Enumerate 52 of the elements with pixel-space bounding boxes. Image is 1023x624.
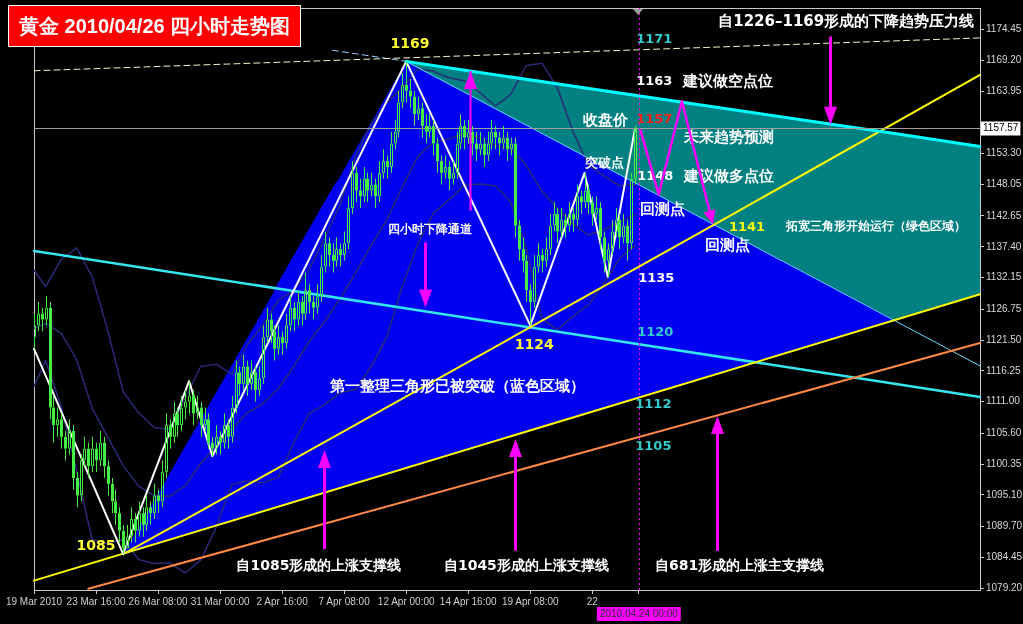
x-tick-label: 23 Mar 16:00 (66, 595, 126, 607)
annotation: 1169 (390, 34, 430, 51)
annotation: 1163 (636, 73, 673, 89)
y-tick-label: 1148.05 (986, 178, 1022, 190)
y-tick-label: 1142.65 (986, 209, 1022, 221)
y-tick-label: 1116.25 (986, 364, 1022, 376)
annotation: 建议做空点位 (681, 71, 773, 90)
annotation: 1105 (635, 438, 672, 454)
y-tick-label: 1163.95 (986, 84, 1022, 96)
x-tick-label: 14 Apr 16:00 (439, 595, 498, 607)
annotation: 1157 (636, 111, 673, 127)
y-tick-label: 1132.15 (986, 271, 1022, 283)
y-tick-label: 1095.10 (986, 488, 1023, 500)
annotation: 拓宽三角形开始运行（绿色区域） (785, 218, 967, 233)
y-tick-label: 1137.40 (986, 240, 1022, 252)
annotation: 四小时下降通道 (388, 222, 474, 237)
annotation: 1135 (638, 270, 675, 286)
y-tick-label: 1079.20 (986, 581, 1023, 593)
annotation: 自1085形成的上涨支撑线 (236, 556, 402, 573)
y-tick-label: 1121.50 (986, 333, 1022, 345)
y-tick-label: 1100.35 (986, 457, 1022, 469)
x-tick-label: 26 Mar 08:00 (128, 595, 188, 607)
annotation: 1124 (514, 335, 554, 352)
y-tick-label: 1153.30 (986, 147, 1022, 159)
x-tick-label: 31 Mar 00:00 (190, 595, 250, 607)
chart-title: 黄金 2010/04/26 四小时走势图 (8, 5, 302, 47)
annotation: 1120 (637, 323, 674, 339)
y-tick-label: 1089.70 (986, 520, 1023, 532)
x-tick-label: 19 Mar 2010 (5, 595, 63, 607)
x-tick-label: 22 (586, 595, 599, 607)
y-tick-label: 1111.00 (986, 395, 1021, 407)
annotation: 回测点 (639, 199, 685, 218)
annotation: 自1226–1169形成的下降趋势压力线 (718, 12, 975, 31)
x-tick-label: 7 Apr 08:00 (318, 595, 371, 607)
y-tick-label: 1126.75 (986, 303, 1022, 315)
x-tick-label: 2010.04.24 00:00 (599, 607, 679, 619)
ref-line-label: 1157.57 (983, 122, 1019, 134)
y-tick-label: 1084.45 (986, 551, 1023, 563)
annotation: 1112 (635, 396, 672, 412)
x-tick-label: 19 Apr 08:00 (501, 595, 560, 607)
data-label: 1141 (728, 218, 766, 234)
annotation: 自1045形成的上涨支撑线 (443, 556, 609, 573)
x-tick-label: 12 Apr 00:00 (377, 595, 435, 607)
annotation: 自681形成的上涨主支撑线 (655, 556, 825, 573)
x-tick-label: 2 Apr 16:00 (256, 595, 309, 607)
y-tick-label: 1174.45 (986, 23, 1022, 35)
annotation: 1171 (636, 31, 673, 47)
annotation: 收盘价 (583, 110, 630, 129)
annotation: 1085 (76, 537, 116, 554)
annotation: 回测点 (704, 235, 750, 254)
y-tick-label: 1105.60 (986, 427, 1022, 439)
y-tick-label: 1169.20 (986, 53, 1022, 65)
